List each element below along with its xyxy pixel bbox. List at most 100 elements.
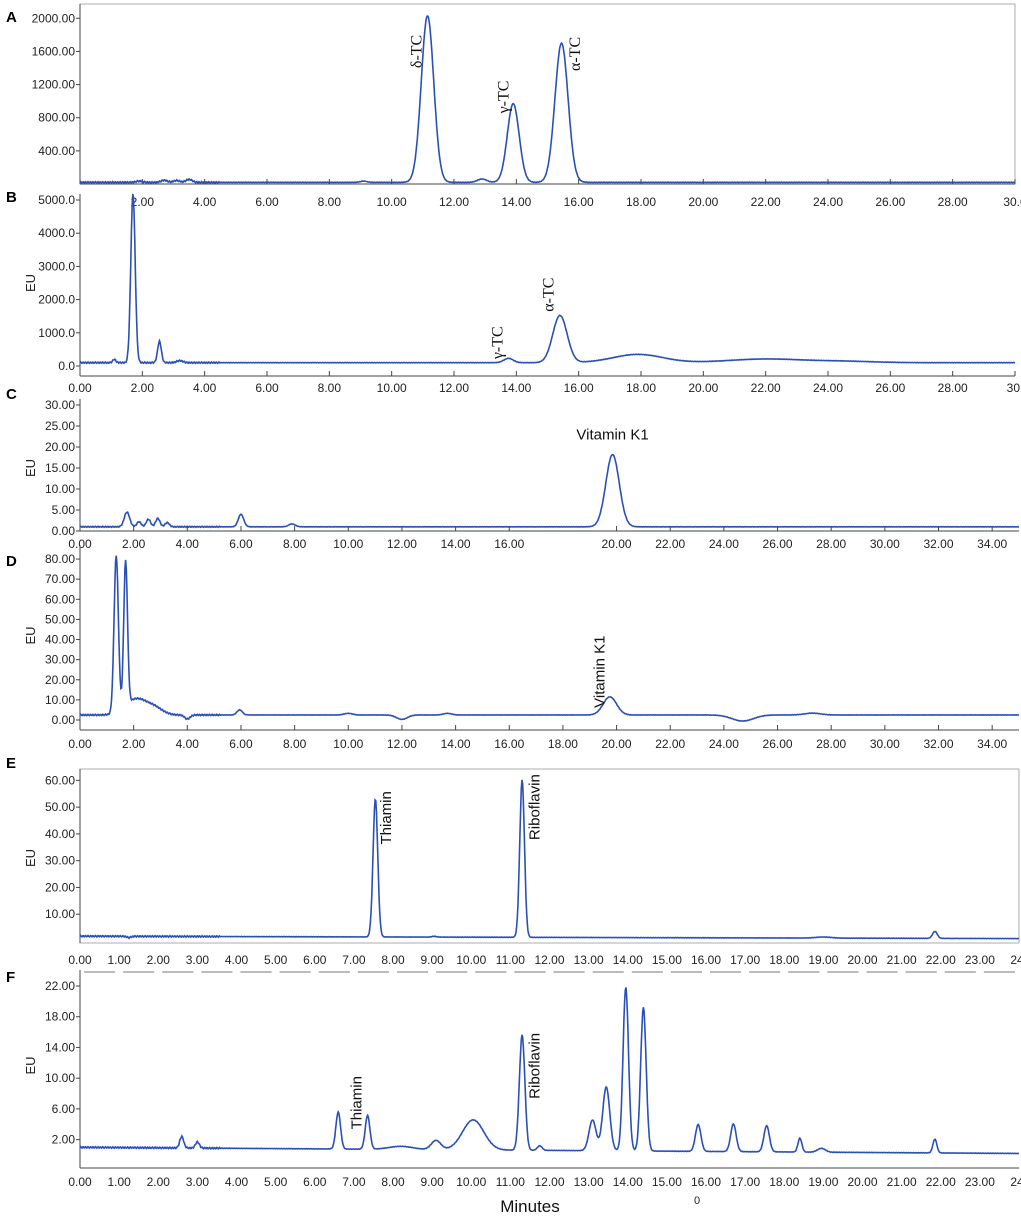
y-tick-label: 10.00: [45, 482, 75, 496]
x-tick-label: 24.00: [813, 381, 843, 395]
x-tick-label: 24.00: [709, 737, 739, 751]
x-tick-label: 14.00: [613, 1175, 643, 1189]
y-axis-title: EU: [23, 626, 38, 644]
panel-f: F 2.00 6.00 10.00 14.00 18.00 22.00 EU 0.00 1.00 2…: [6, 969, 1021, 1189]
x-tick-label: 26.00: [763, 737, 793, 751]
x-tick-label: 20.00: [602, 537, 632, 551]
panel-d: D 0.00 10.00 20.00 30.00 40.00 50.00 60.00 70.00…: [6, 545, 1020, 751]
y-tick-label: 1600.00: [32, 44, 76, 58]
x-tick-label: 14.00: [441, 737, 471, 751]
x-tick-label: 30.0: [1003, 195, 1021, 209]
x-tick-label: 22.00: [751, 381, 781, 395]
x-tick-label: 24: [1010, 1175, 1021, 1189]
peak-label: Thiamin: [349, 1076, 366, 1129]
panel-letter: B: [6, 189, 17, 206]
x-tick-label: 6.00: [255, 195, 279, 209]
y-tick-label: 5.00: [52, 503, 76, 517]
peak-label: Riboflavin: [527, 1033, 544, 1099]
peak-label: δ-TC: [408, 35, 425, 68]
y-axis-title: EU: [23, 1056, 38, 1074]
x-tick-label: 17.00: [730, 953, 760, 967]
x-axis-title: Minutes: [500, 1197, 560, 1216]
x-tick-label: 2.00: [147, 953, 171, 967]
x-tick-label: 10.00: [377, 195, 407, 209]
x-tick-label: 22.00: [655, 737, 685, 751]
x-tick-label: 2.00: [122, 537, 146, 551]
x-tick-label: 6.00: [303, 953, 327, 967]
x-tick-label: 2.00: [147, 1175, 171, 1189]
x-tick-label: 28.00: [816, 537, 846, 551]
x-tick-label: 0.00: [68, 1175, 92, 1189]
x-tick-label: 28.00: [816, 737, 846, 751]
y-tick-label: 3000.0: [38, 259, 75, 273]
chromatogram-panels: A 400.00 800.00 1200.00 1600.00 2000.00 2.00 4.…: [6, 3, 1021, 1189]
panel-letter: C: [6, 386, 17, 403]
x-tick-label: 6.00: [303, 1175, 327, 1189]
y-tick-label: 18.00: [45, 1010, 75, 1024]
x-tick-label: 15.00: [652, 1175, 682, 1189]
x-tick-label: 6.00: [229, 737, 253, 751]
y-tick-label: 30.00: [45, 653, 75, 667]
x-tick-label: 12.00: [534, 953, 564, 967]
x-tick-label: 8.00: [381, 953, 405, 967]
x-tick-label: 15.00: [652, 953, 682, 967]
y-tick-label: 40.00: [45, 827, 75, 841]
y-tick-label: 20.00: [45, 440, 75, 454]
x-tick-label: 12.00: [439, 195, 469, 209]
x-tick-label: 30.: [1007, 381, 1021, 395]
x-tick-label: 34.00: [977, 737, 1007, 751]
plot-frame: [79, 768, 1020, 944]
x-tick-label: 18.00: [548, 737, 578, 751]
x-tick-label: 1.00: [107, 953, 131, 967]
peak-label: Vitamin K1: [576, 426, 648, 443]
x-tick-label: 10.00: [456, 1175, 486, 1189]
x-tick-label: 22.00: [655, 537, 685, 551]
y-tick-label: 15.00: [45, 461, 75, 475]
x-tick-label: 32.00: [923, 737, 953, 751]
y-tick-label: 2.00: [52, 1133, 76, 1147]
y-tick-label: 10.00: [45, 907, 75, 921]
y-tick-label: 70.00: [45, 572, 75, 586]
x-tick-label: 22.00: [751, 195, 781, 209]
x-tick-label: 21.00: [887, 1175, 917, 1189]
x-tick-label: 10.00: [456, 953, 486, 967]
x-tick-label: 24.00: [709, 537, 739, 551]
peak-label: γ-TC: [489, 326, 506, 360]
x-tick-label: 18.00: [626, 195, 656, 209]
panel-a: A 400.00 800.00 1200.00 1600.00 2000.00 2.00 4.…: [6, 3, 1021, 209]
x-tick-label: 8.00: [318, 195, 342, 209]
y-tick-label: 0.00: [52, 713, 76, 727]
x-tick-label: 32.00: [923, 537, 953, 551]
x-tick-label: 3.00: [186, 1175, 210, 1189]
y-tick-label: 6.00: [52, 1102, 76, 1116]
x-tick-label: 13.00: [574, 953, 604, 967]
peak-label: α-TC: [567, 37, 584, 71]
y-axis-title: EU: [23, 459, 38, 477]
y-axis-title: EU: [23, 849, 38, 867]
x-tick-label: 26.00: [763, 537, 793, 551]
x-tick-label: 11.00: [496, 953, 525, 967]
x-tick-label: 19.00: [808, 953, 838, 967]
x-tick-label: 9.00: [420, 1175, 444, 1189]
y-tick-label: 50.00: [45, 612, 75, 626]
chromatogram-trace: [79, 453, 1020, 529]
x-tick-label: 1.00: [107, 1175, 131, 1189]
panel-c: C 0.00 5.00 10.00 15.00 20.00 25.00 30.00 EU 0.00…: [6, 386, 1020, 551]
x-tick-label: 12.00: [387, 737, 417, 751]
peak-label: Vitamin K1: [591, 636, 608, 708]
y-tick-label: 5000.0: [38, 193, 75, 207]
x-tick-label: 0.00: [68, 737, 92, 751]
y-tick-label: 60.00: [45, 773, 75, 787]
x-tick-label: 30.00: [870, 537, 900, 551]
x-tick-label: 24: [1010, 953, 1021, 967]
x-tick-label: 12.00: [439, 381, 469, 395]
y-tick-label: 10.00: [45, 1071, 75, 1085]
x-tick-label: 6.00: [255, 381, 279, 395]
y-tick-label: 22.00: [45, 979, 75, 993]
x-tick-label: 30.00: [870, 737, 900, 751]
x-tick-label: 22.00: [926, 953, 956, 967]
peak-label: α-TC: [541, 278, 558, 312]
x-tick-label: 10.00: [333, 737, 363, 751]
x-tick-label: 4.00: [176, 737, 200, 751]
